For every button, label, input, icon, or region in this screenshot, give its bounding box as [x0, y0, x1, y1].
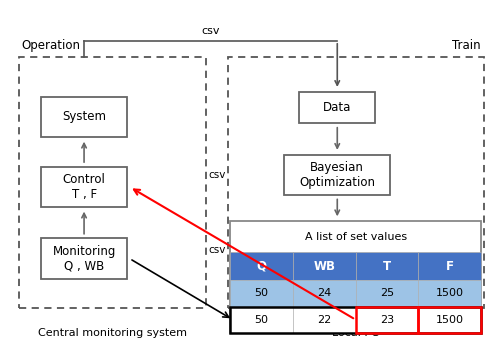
FancyBboxPatch shape	[418, 280, 481, 306]
FancyBboxPatch shape	[230, 252, 293, 280]
Text: 25: 25	[380, 289, 394, 299]
Text: Operation: Operation	[22, 39, 80, 52]
FancyBboxPatch shape	[293, 306, 356, 333]
Text: Q: Q	[256, 260, 266, 273]
FancyBboxPatch shape	[418, 252, 481, 280]
Text: Monitoring
Q , WB: Monitoring Q , WB	[52, 245, 116, 272]
FancyBboxPatch shape	[418, 306, 481, 333]
Text: Central monitoring system: Central monitoring system	[38, 328, 187, 338]
FancyBboxPatch shape	[41, 97, 127, 137]
Text: 24: 24	[317, 289, 332, 299]
Text: System: System	[62, 110, 106, 124]
Text: 22: 22	[317, 315, 332, 325]
Text: csv: csv	[208, 170, 226, 180]
Text: csv: csv	[208, 245, 226, 255]
FancyBboxPatch shape	[230, 221, 481, 333]
FancyBboxPatch shape	[299, 92, 376, 123]
Text: Train: Train	[452, 39, 481, 52]
FancyBboxPatch shape	[230, 306, 293, 333]
FancyBboxPatch shape	[293, 252, 356, 280]
Text: A list of set values: A list of set values	[304, 232, 407, 242]
FancyBboxPatch shape	[356, 252, 418, 280]
FancyBboxPatch shape	[284, 155, 390, 195]
Text: 23: 23	[380, 315, 394, 325]
Text: Local PC: Local PC	[332, 328, 379, 338]
Text: WB: WB	[314, 260, 336, 273]
Text: 50: 50	[254, 289, 268, 299]
Text: Bayesian
Optimization: Bayesian Optimization	[300, 161, 376, 189]
FancyBboxPatch shape	[356, 280, 418, 306]
Text: Data: Data	[323, 101, 352, 114]
Text: 50: 50	[254, 315, 268, 325]
Text: 1500: 1500	[436, 315, 464, 325]
Text: csv: csv	[202, 26, 220, 36]
FancyBboxPatch shape	[293, 280, 356, 306]
Text: T: T	[383, 260, 391, 273]
FancyBboxPatch shape	[230, 280, 293, 306]
Text: F: F	[446, 260, 454, 273]
Text: Control
T , F: Control T , F	[62, 173, 106, 201]
FancyBboxPatch shape	[356, 306, 418, 333]
FancyBboxPatch shape	[41, 238, 127, 279]
FancyBboxPatch shape	[41, 167, 127, 207]
Text: 1500: 1500	[436, 289, 464, 299]
